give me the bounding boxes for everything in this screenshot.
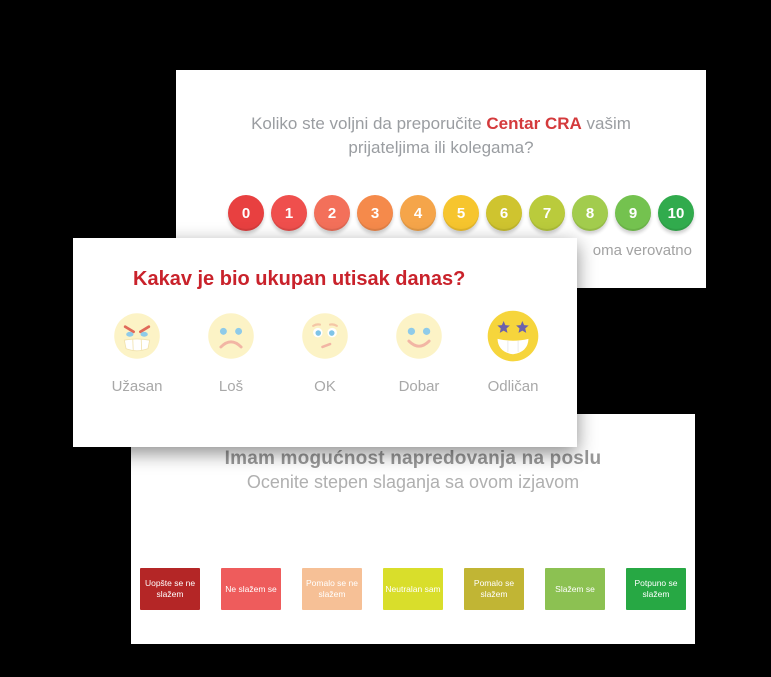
smiley-option-odlican[interactable]: Odličan [466,304,560,395]
nps-question-text: Koliko ste voljni da preporučite Centar … [216,112,666,160]
smiley-option-uzasan[interactable]: Užasan [90,304,184,395]
likert-instruction: Ocenite stepen slaganja sa ovom izjavom [246,472,580,492]
nps-score-6[interactable]: 6 [486,195,522,231]
likert-option-agree[interactable]: Slažem se [545,568,605,610]
likert-statement: Imam mogućnost napredovanja na poslu [224,448,602,469]
likert-option-somewhat-disagree[interactable]: Pomalo se ne slažem [302,568,362,610]
smiley-label-uzasan: Užasan [111,378,163,395]
smiley-label-los: Loš [218,378,244,395]
likert-option-strongly-disagree[interactable]: Uopšte se ne slažem [140,568,200,610]
angry-face-icon [110,304,164,368]
nps-score-3[interactable]: 3 [357,195,393,231]
smiley-label-dobar: Dobar [398,378,440,395]
smiley-option-dobar[interactable]: Dobar [372,304,466,395]
nps-score-7[interactable]: 7 [529,195,565,231]
likert-agreement-card: Imam mogućnost napredovanja na poslu Oce… [131,414,695,644]
smiley-option-ok[interactable]: OK [278,304,372,395]
likert-options-row: Uopšte se ne slažem Ne slažem se Pomalo … [131,568,695,610]
nps-likely-label: oma verovatno [592,242,692,259]
likert-option-somewhat-agree[interactable]: Pomalo se slažem [464,568,524,610]
likert-option-strongly-agree[interactable]: Potpuno se slažem [626,568,686,610]
smiley-card-title: Kakav je bio ukupan utisak danas? [133,268,466,290]
nps-score-5[interactable]: 5 [443,195,479,231]
nps-score-2[interactable]: 2 [314,195,350,231]
nps-score-0[interactable]: 0 [228,195,264,231]
nps-score-9[interactable]: 9 [615,195,651,231]
nps-question-prefix: Koliko ste voljni da preporučite [251,114,487,133]
sad-face-icon [204,304,258,368]
star-eyes-face-icon [483,304,543,368]
nps-score-4[interactable]: 4 [400,195,436,231]
nps-score-10[interactable]: 10 [658,195,694,231]
nps-score-1[interactable]: 1 [271,195,307,231]
neutral-face-icon [298,304,352,368]
smiley-options-row: Užasan Loš [73,304,577,395]
likert-option-neutral[interactable]: Neutralan sam [383,568,443,610]
nps-score-8[interactable]: 8 [572,195,608,231]
smiley-rating-card: Kakav je bio ukupan utisak danas? [73,238,577,447]
smiley-label-odlican: Odličan [487,378,539,395]
nps-scale-row: 0 1 2 3 4 5 6 7 8 9 10 [228,195,694,231]
smiley-option-los[interactable]: Loš [184,304,278,395]
nps-question-suffix: vašim prijateljima ili kolegama? [348,114,631,157]
smiley-label-ok: OK [314,378,336,395]
brand-name: Centar CRA [486,114,582,133]
likert-option-disagree[interactable]: Ne slažem se [221,568,281,610]
happy-face-icon [392,304,446,368]
